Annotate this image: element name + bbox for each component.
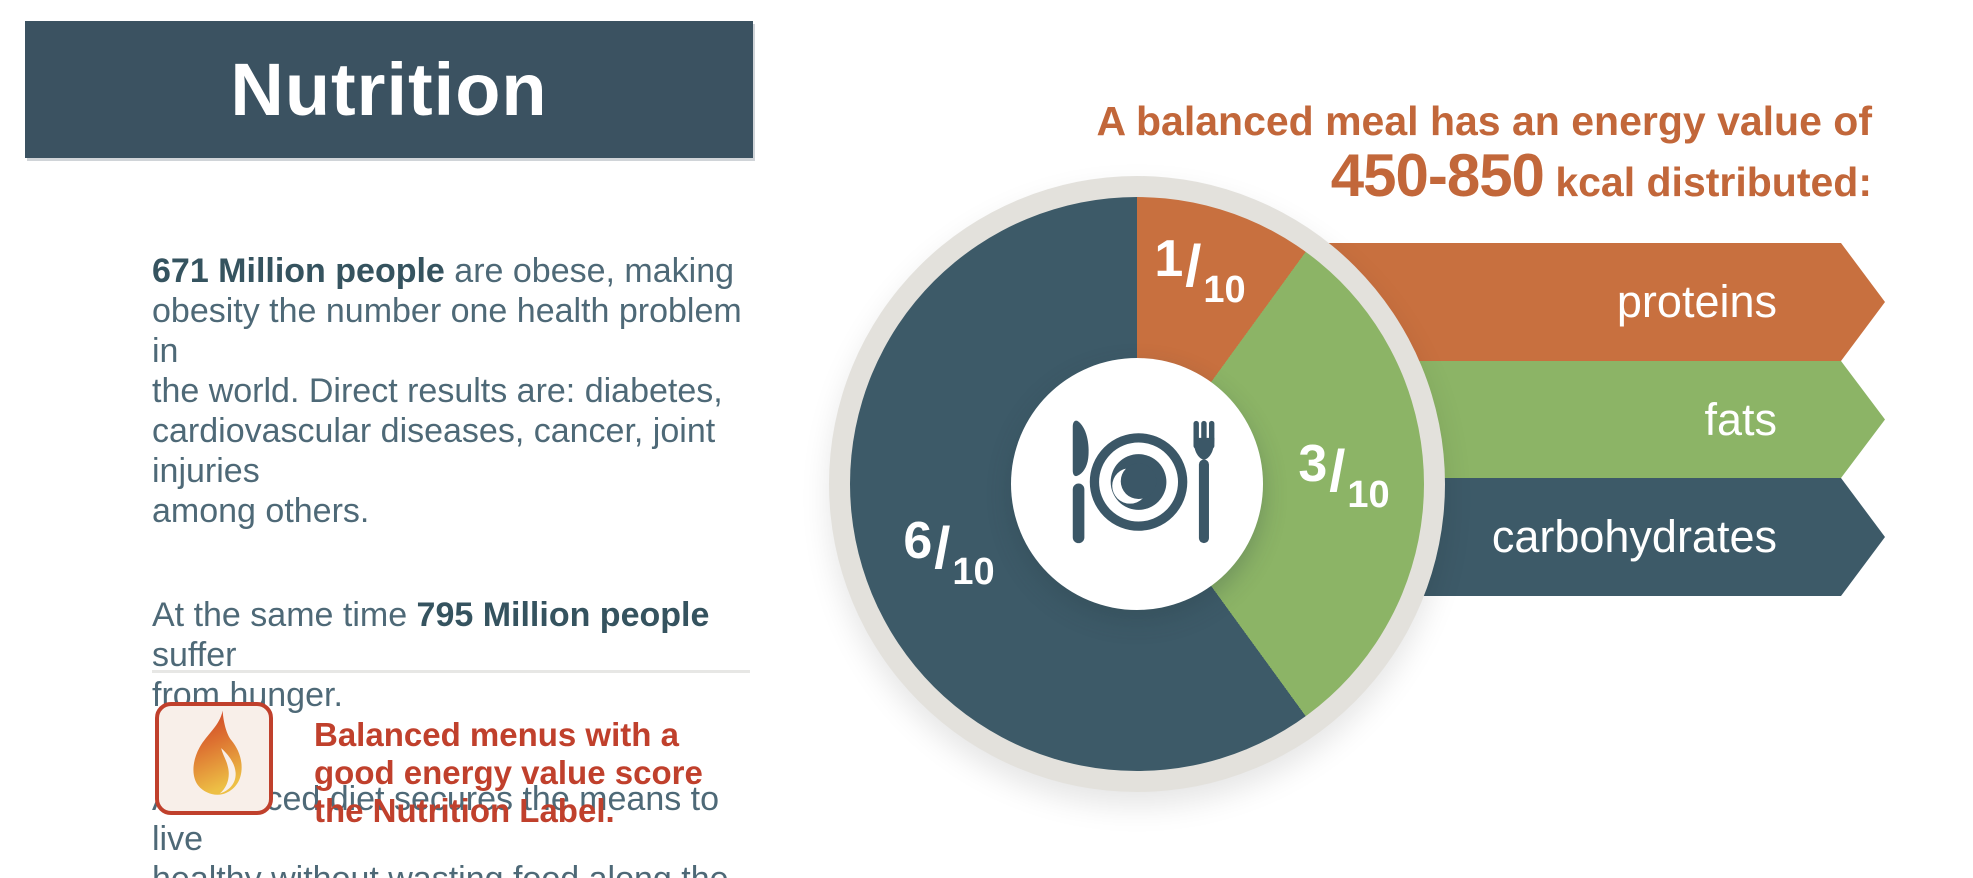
- energy-title: A balanced meal has an energy value of 4…: [1097, 98, 1873, 222]
- energy-title-line2: 450-850 kcal distributed:: [1097, 146, 1872, 222]
- slice-label-carbohydrates: 6/10: [903, 515, 994, 591]
- divider: [152, 670, 750, 673]
- header-box: Nutrition: [25, 21, 753, 158]
- slice-label-proteins-num: 1: [1154, 230, 1184, 288]
- paragraph-obesity: 671 Million people are obese, making obe…: [152, 251, 770, 531]
- energy-title-line1: A balanced meal has an energy value of: [1096, 98, 1873, 144]
- fraction-slash: /: [1185, 234, 1202, 299]
- paragraph-hunger: At the same time 795 Million people suff…: [152, 595, 770, 715]
- stat-hunger-bold: 795 Million people: [416, 596, 710, 634]
- fraction-slash: /: [934, 516, 951, 581]
- slice-label-carbohydrates-den: 10: [952, 551, 995, 593]
- slice-label-proteins-den: 10: [1203, 269, 1246, 311]
- paragraph-obesity-rest: are obese, making obesity the number one…: [152, 252, 742, 530]
- intro-text: 671 Million people are obese, making obe…: [152, 211, 770, 878]
- slice-label-proteins: 1/10: [1154, 233, 1245, 309]
- slice-label-fats-den: 10: [1347, 474, 1390, 516]
- fraction-slash: /: [1329, 439, 1346, 504]
- nutrition-label-callout-box: [155, 702, 273, 815]
- plate-cutlery-icon: [1048, 416, 1226, 553]
- donut-chart: 1/10 3/10 6/10: [829, 176, 1445, 792]
- legend-label-proteins: proteins: [1616, 276, 1777, 327]
- donut-center: [1011, 358, 1263, 610]
- energy-range-value: 450-850: [1330, 142, 1545, 209]
- legend-label-fats: fats: [1704, 393, 1777, 445]
- slice-label-fats-num: 3: [1298, 435, 1328, 493]
- page-title: Nutrition: [230, 48, 548, 131]
- energy-title-line2-rest: kcal distributed:: [1543, 159, 1872, 205]
- legend-arrow-proteins: proteins: [1320, 243, 1885, 361]
- callout-text: Balanced menus with a good energy value …: [314, 716, 703, 829]
- slice-label-fats: 3/10: [1298, 438, 1389, 514]
- paragraph-balanced-diet: A balanced diet secures the means to liv…: [152, 780, 729, 878]
- stat-obese-bold: 671 Million people: [152, 252, 445, 290]
- paragraph-hunger-pre: At the same time: [152, 596, 417, 634]
- slice-label-carbohydrates-num: 6: [903, 512, 933, 570]
- legend-label-carbohydrates: carbohydrates: [1491, 511, 1777, 562]
- flame-icon: [178, 708, 250, 809]
